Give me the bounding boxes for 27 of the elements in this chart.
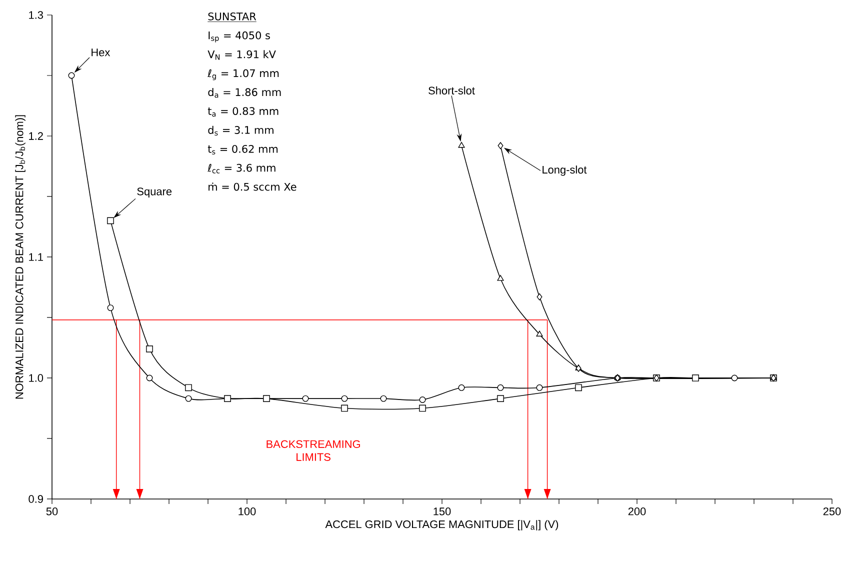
y-tick-label: 0.9: [28, 495, 43, 503]
y-tick-label: 1.2: [29, 132, 43, 140]
y-axis-title: NORMALIZED INDICATED BEAM CURRENT [J$_{b}$/J$_{b}$(nom)]: [15, 115, 26, 399]
annotation: SUNSTAR: [208, 12, 256, 20]
annotation: t$_{a}$ = 0.83 mm: [208, 107, 278, 117]
x-tick-label: 100: [238, 508, 256, 516]
y-tick-label: 1.1: [29, 253, 43, 261]
annotation: t$_{s}$ = 0.62 mm: [208, 144, 278, 154]
x-tick-label: 50: [46, 508, 58, 516]
annotation: d$_{s}$ = 3.1 mm: [208, 126, 274, 136]
x-tick-label: 250: [823, 508, 841, 516]
x-tick-label: 150: [434, 508, 451, 516]
annotation: BACKSTREAMING LIMITS: [266, 440, 360, 461]
annotation: I$_{sp}$ = 4050 s: [208, 31, 270, 42]
text: Hex: [92, 48, 110, 56]
y-tick-label: 1.0: [29, 374, 44, 382]
annotation: ℓ$_{g}$ = 1.07 mm: [207, 69, 279, 80]
text: Square: [137, 188, 172, 198]
text: Long-slot: [542, 166, 587, 176]
text: Short-slot: [428, 86, 475, 94]
x-axis-title: ACCEL GRID VOLTAGE MAGNITUDE [|V$_{a}$|] (V): [325, 520, 558, 530]
annotation: V$_{N}$ = 1.91 kV: [208, 50, 276, 60]
annotation: ṁ = 0.5 sccm Xe: [208, 182, 296, 191]
x-tick-label: 200: [628, 508, 646, 516]
annotation: ℓ$_{cc}$ = 3.6 mm: [207, 164, 276, 174]
y-tick-label: 1.3: [29, 11, 44, 19]
annotation: d$_{a}$ = 1.86 mm: [208, 88, 281, 98]
